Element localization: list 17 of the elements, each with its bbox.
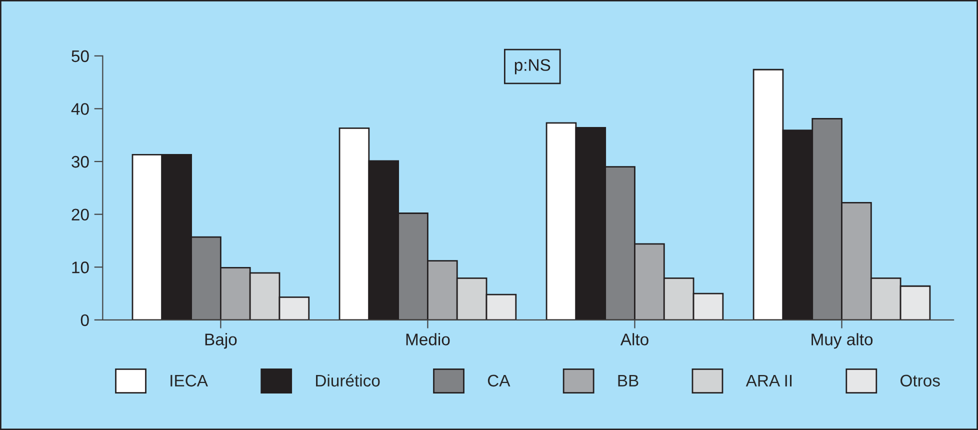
legend-label: ARA II xyxy=(746,374,792,386)
y-tick-label: 40 xyxy=(71,103,89,115)
y-tick-label: 10 xyxy=(72,262,89,274)
y-tick-label: 20 xyxy=(72,208,89,221)
x-tick-label: Medio xyxy=(406,333,450,346)
x-tick-label: Muy alto xyxy=(812,333,873,349)
y-tick-label: 0 xyxy=(80,314,89,326)
legend-label: BB xyxy=(618,374,638,386)
x-tick-label: Alto xyxy=(620,333,648,346)
annotation: p:NS xyxy=(514,59,550,74)
x-tick-label: Bajo xyxy=(205,333,237,349)
y-tick-label: 30 xyxy=(72,156,89,168)
legend-label: CA xyxy=(488,374,510,387)
y-tick-label: 50 xyxy=(72,50,89,62)
legend-label: Diurético xyxy=(316,374,380,387)
legend-label: Otros xyxy=(900,374,940,387)
legend-label: IECA xyxy=(170,374,208,387)
